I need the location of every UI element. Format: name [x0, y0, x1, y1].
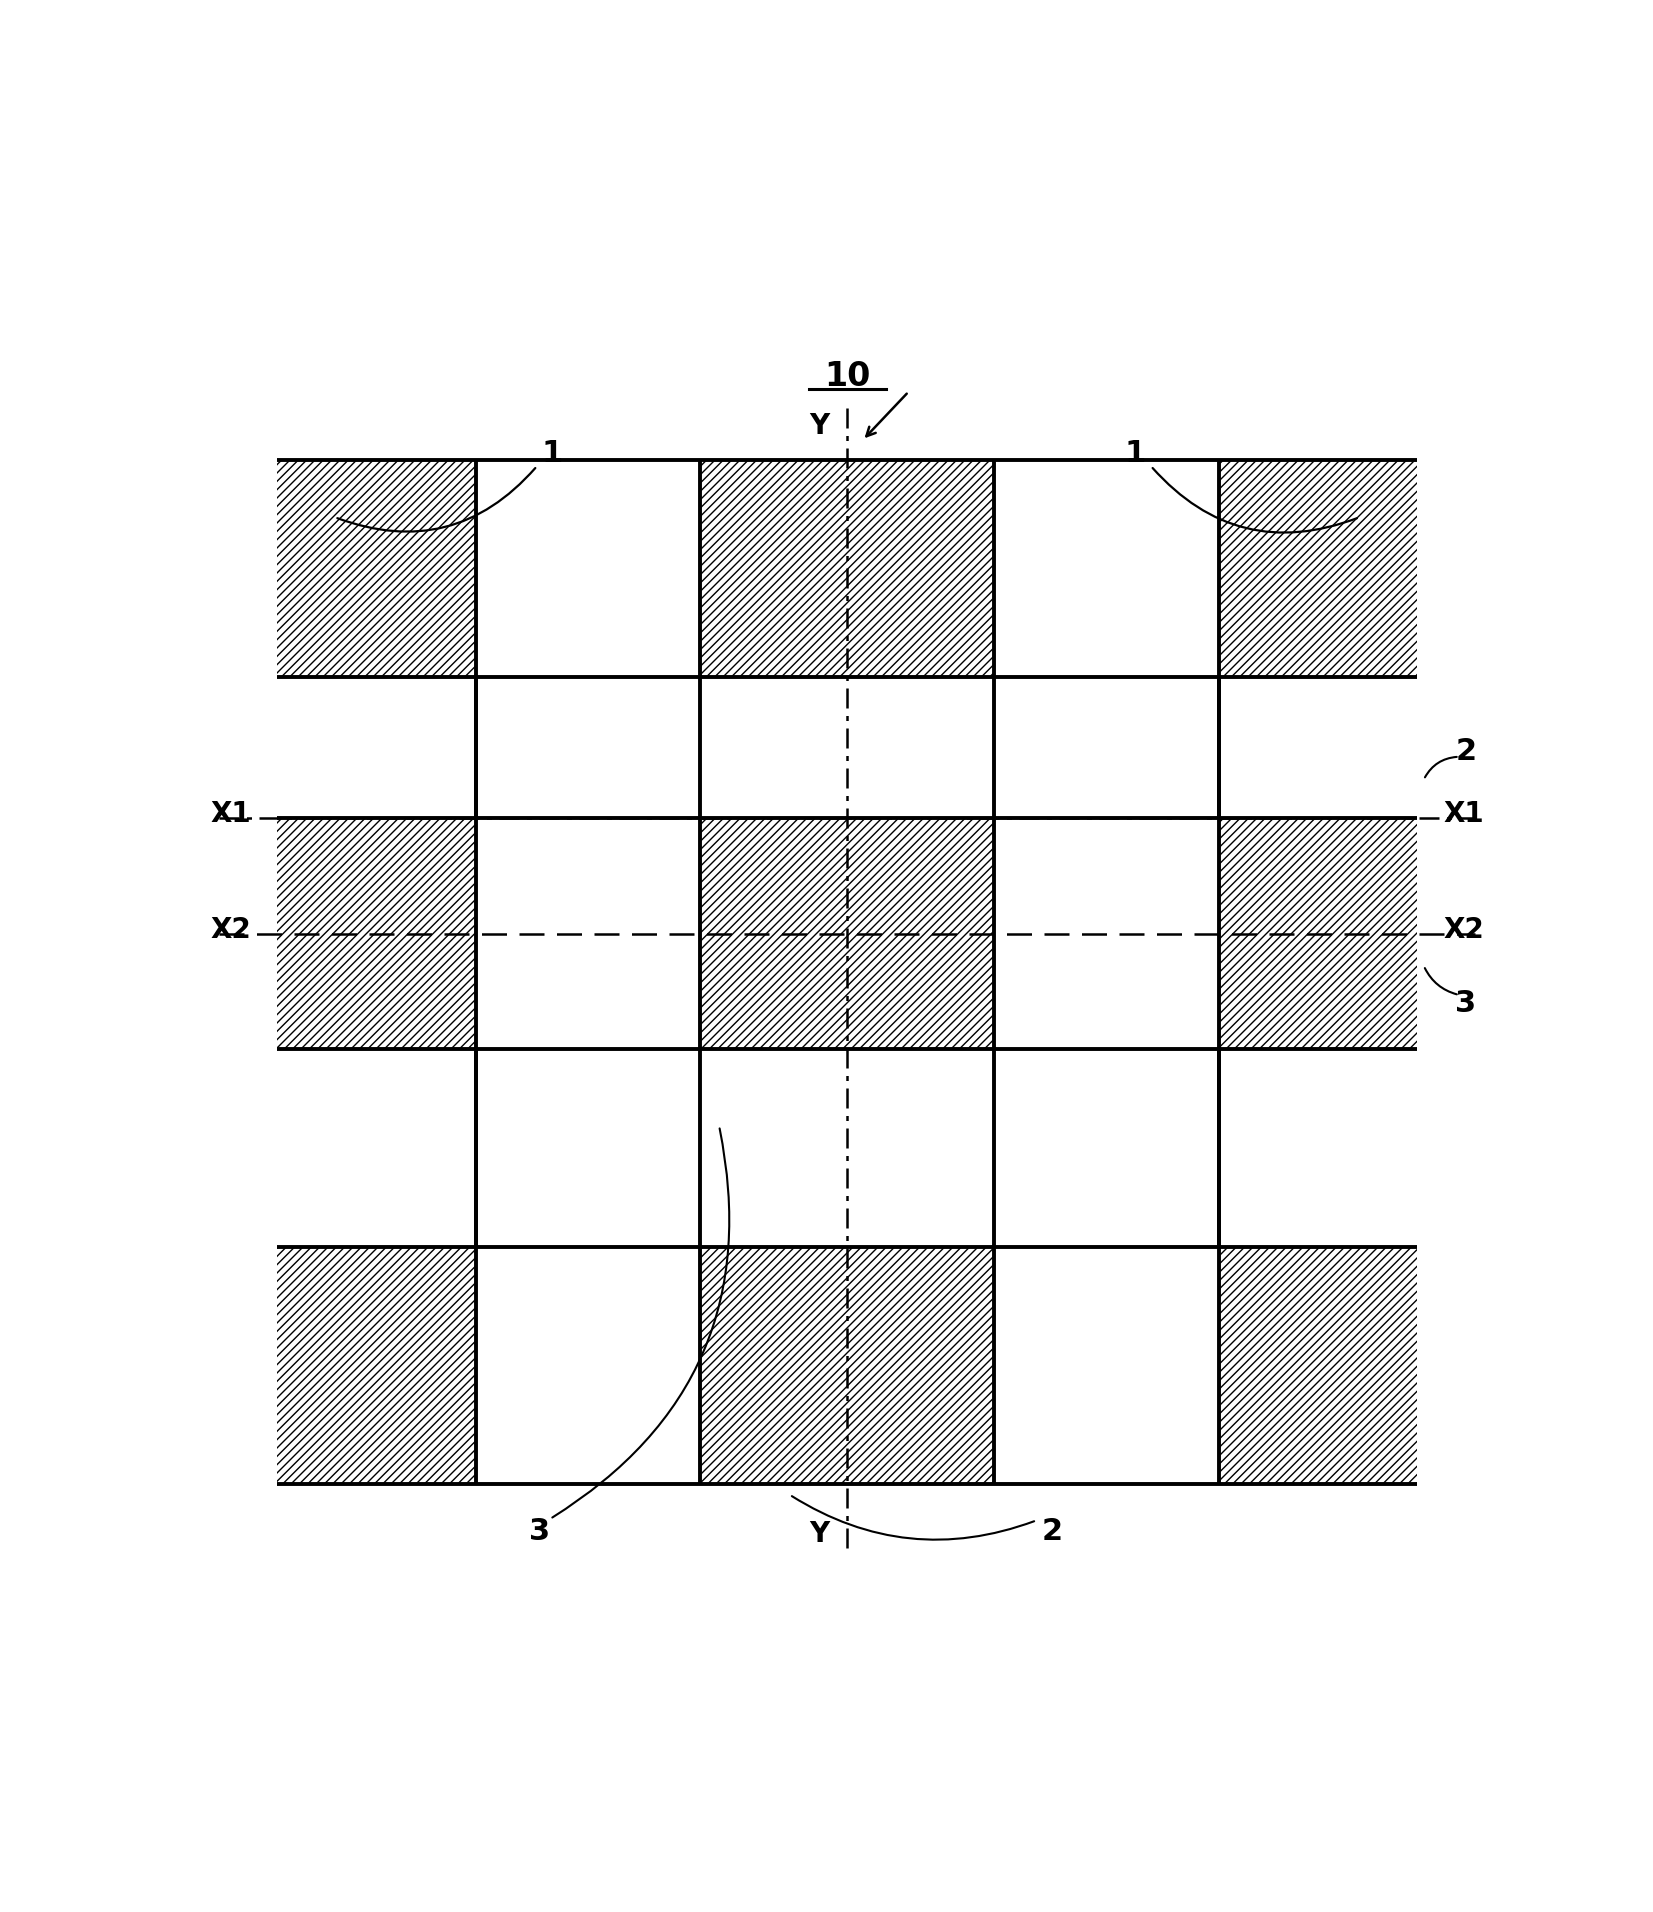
- Bar: [1218, 818, 1417, 1050]
- Text: Y: Y: [808, 413, 830, 440]
- Bar: [699, 459, 995, 677]
- Bar: [1218, 459, 1417, 677]
- Text: 2: 2: [1041, 1518, 1063, 1547]
- Bar: [1218, 677, 1417, 818]
- Text: 3: 3: [529, 1518, 550, 1547]
- Text: Y: Y: [808, 1520, 830, 1549]
- Bar: [699, 1050, 995, 1247]
- Text: 1: 1: [542, 438, 564, 468]
- Text: 10: 10: [823, 359, 871, 392]
- Text: X2: X2: [1443, 916, 1484, 945]
- Bar: [278, 1247, 476, 1484]
- Bar: [1218, 1247, 1417, 1484]
- Text: 2: 2: [1455, 738, 1476, 767]
- Bar: [1218, 1247, 1417, 1484]
- Bar: [699, 1247, 995, 1484]
- Bar: [1218, 459, 1417, 677]
- Text: 1: 1: [1124, 438, 1146, 468]
- Bar: [699, 1247, 995, 1484]
- Text: X1: X1: [210, 801, 251, 828]
- Bar: [278, 677, 476, 818]
- Bar: [699, 677, 995, 818]
- Text: 3: 3: [1455, 990, 1476, 1019]
- Bar: [278, 818, 476, 1050]
- Text: X1: X1: [1443, 801, 1484, 828]
- Bar: [699, 818, 995, 1050]
- Bar: [699, 818, 995, 1050]
- Bar: [278, 1050, 476, 1247]
- Bar: [1218, 1050, 1417, 1247]
- Text: X2: X2: [210, 916, 251, 945]
- Bar: [1218, 818, 1417, 1050]
- Bar: [699, 459, 995, 677]
- Bar: [278, 1247, 476, 1484]
- Bar: [278, 459, 476, 677]
- Bar: [278, 818, 476, 1050]
- Bar: [278, 459, 476, 677]
